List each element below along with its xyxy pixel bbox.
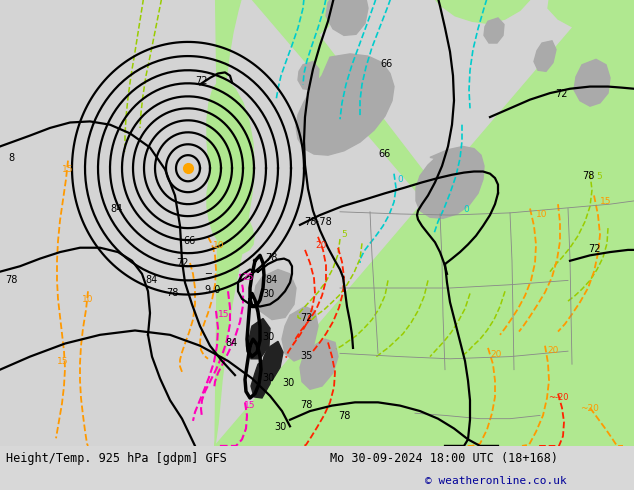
Text: 72: 72 <box>555 90 567 99</box>
Text: 20: 20 <box>547 346 559 355</box>
Text: 30: 30 <box>262 372 275 383</box>
Text: 72: 72 <box>195 76 207 86</box>
Polygon shape <box>296 54 394 155</box>
Polygon shape <box>282 307 318 361</box>
Text: 78: 78 <box>5 274 17 285</box>
Text: 15: 15 <box>218 310 230 319</box>
Polygon shape <box>298 62 319 90</box>
Text: ─: ─ <box>205 269 211 279</box>
Polygon shape <box>246 319 268 357</box>
Polygon shape <box>261 342 283 381</box>
Text: 15: 15 <box>600 197 612 206</box>
Polygon shape <box>207 0 634 446</box>
Text: 78: 78 <box>338 411 351 421</box>
Text: 30: 30 <box>282 378 294 388</box>
Polygon shape <box>484 18 504 43</box>
Polygon shape <box>548 0 634 30</box>
Text: 20: 20 <box>490 349 501 359</box>
Text: Height/Temp. 925 hPa [gdpm] GFS: Height/Temp. 925 hPa [gdpm] GFS <box>6 452 227 465</box>
Text: 84: 84 <box>110 203 122 214</box>
Text: 30: 30 <box>274 421 286 432</box>
Text: 84: 84 <box>145 274 157 285</box>
Text: 72: 72 <box>588 244 600 254</box>
Text: 0: 0 <box>397 175 403 184</box>
Text: 8: 8 <box>8 152 14 163</box>
Text: Mo 30-09-2024 18:00 UTC (18+168): Mo 30-09-2024 18:00 UTC (18+168) <box>330 452 558 465</box>
Text: 66: 66 <box>380 59 392 69</box>
Text: 84: 84 <box>225 338 237 348</box>
Text: 5: 5 <box>341 230 347 239</box>
Polygon shape <box>251 357 273 398</box>
Text: 9 0: 9 0 <box>205 286 221 295</box>
Text: 10: 10 <box>213 241 224 250</box>
Text: 10: 10 <box>536 210 548 219</box>
Polygon shape <box>247 318 270 359</box>
Text: 30: 30 <box>262 332 275 343</box>
Text: 78: 78 <box>166 289 178 298</box>
Text: 5: 5 <box>596 172 602 181</box>
Polygon shape <box>300 339 338 389</box>
Polygon shape <box>574 59 610 106</box>
Polygon shape <box>416 147 484 219</box>
Polygon shape <box>285 0 340 38</box>
Text: 20: 20 <box>315 241 327 250</box>
Text: 78: 78 <box>265 253 278 263</box>
Text: 25: 25 <box>242 273 254 282</box>
Polygon shape <box>0 0 634 446</box>
Text: 78: 78 <box>300 400 313 410</box>
Polygon shape <box>534 41 556 72</box>
Text: 66: 66 <box>184 236 196 246</box>
Polygon shape <box>207 0 634 446</box>
Polygon shape <box>254 270 296 319</box>
Text: 78·78: 78·78 <box>304 217 332 227</box>
Text: 78: 78 <box>582 171 595 181</box>
Polygon shape <box>420 0 540 24</box>
Text: 72: 72 <box>176 258 188 268</box>
Text: ~-20: ~-20 <box>548 393 569 402</box>
Polygon shape <box>326 0 368 35</box>
Text: 0: 0 <box>463 205 469 214</box>
Text: 15: 15 <box>62 165 74 173</box>
Text: © weatheronline.co.uk: © weatheronline.co.uk <box>425 476 567 486</box>
Text: 10: 10 <box>82 295 93 304</box>
Text: 15: 15 <box>244 401 256 410</box>
Text: 84: 84 <box>265 274 277 285</box>
Text: ~20: ~20 <box>580 404 599 413</box>
Text: 66: 66 <box>378 149 391 159</box>
Text: 30: 30 <box>262 289 275 299</box>
Text: 72: 72 <box>300 313 313 323</box>
Text: 35: 35 <box>300 351 313 361</box>
Text: 15: 15 <box>57 357 68 366</box>
